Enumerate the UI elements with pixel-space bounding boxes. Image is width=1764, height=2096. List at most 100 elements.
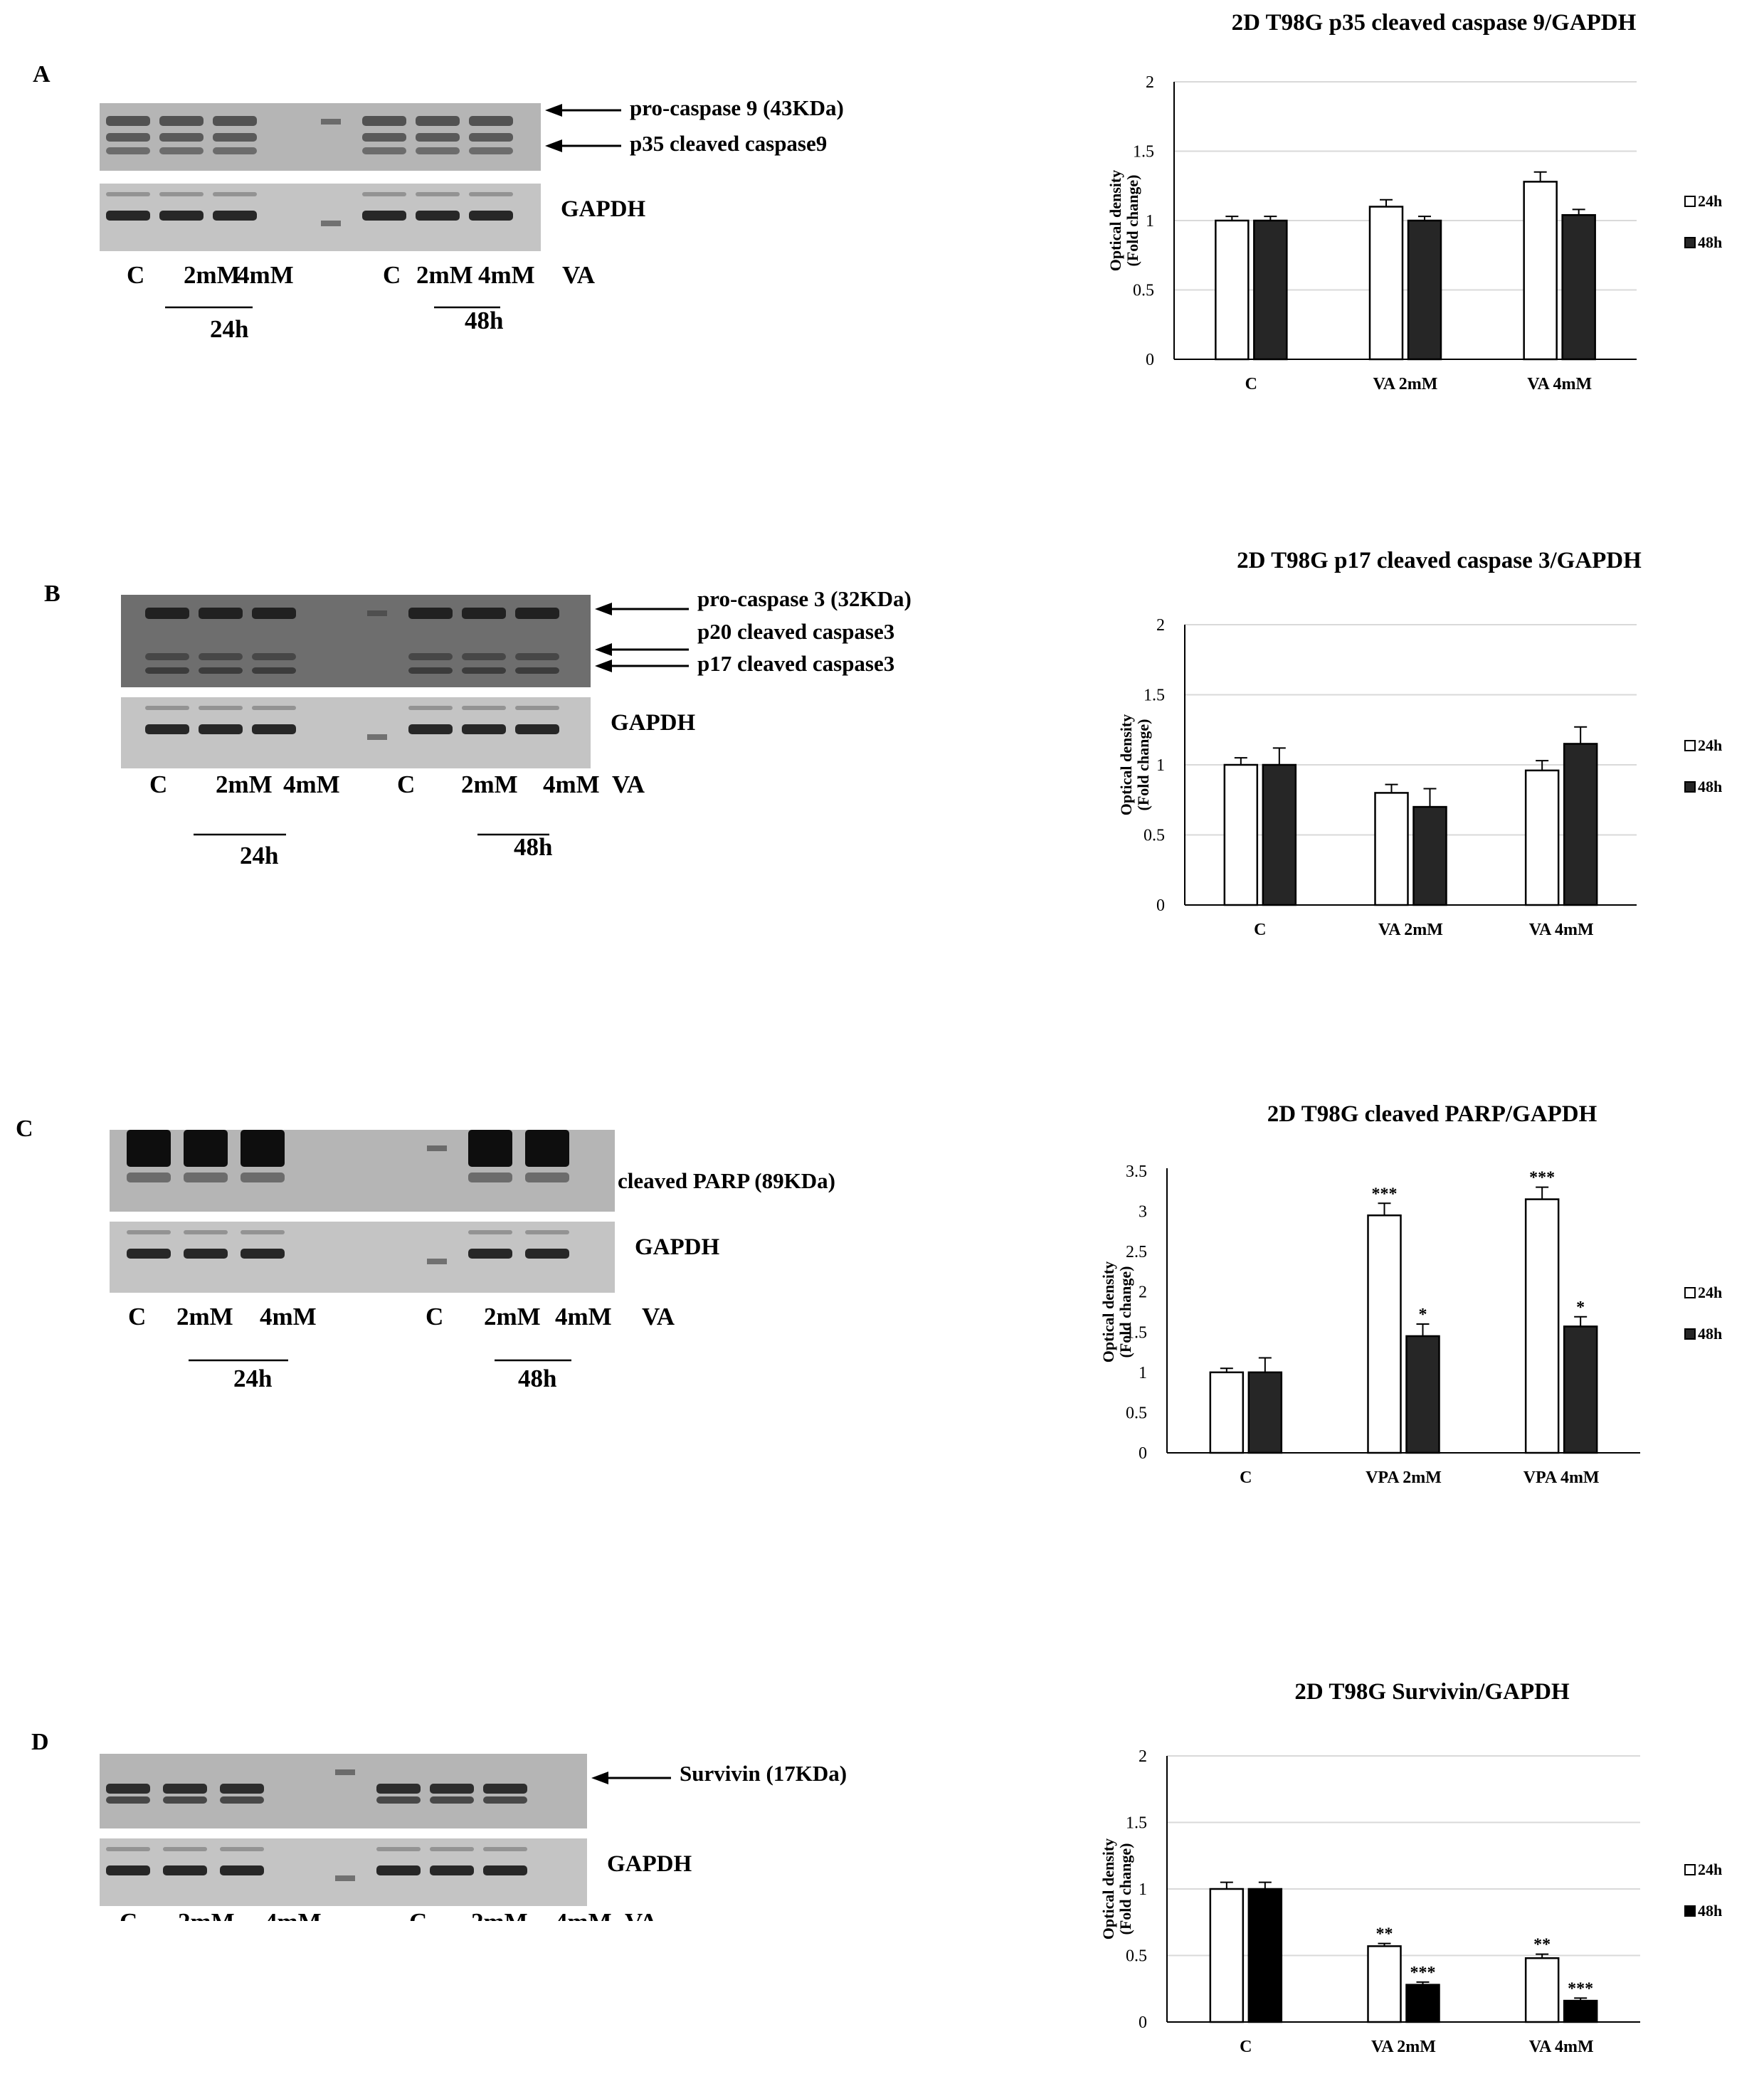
y-tick-label: 1.5 (1126, 1814, 1147, 1833)
x-tick-label: VA 2mM (1378, 921, 1443, 939)
blot-band (515, 667, 559, 674)
lane-label: C (128, 1303, 146, 1330)
chart-title: 2D T98G p17 cleaved caspase 3/GAPDH (1237, 548, 1642, 573)
y-tick-label: 1 (1156, 756, 1165, 775)
blot-band (469, 133, 513, 142)
y-tick-label: 0.5 (1133, 282, 1154, 300)
blot-band (145, 706, 189, 710)
significance-mark: ** (1533, 1936, 1551, 1954)
blot-band (408, 653, 453, 660)
blot-band (468, 1173, 512, 1182)
legend-swatch (1684, 1864, 1696, 1875)
legend-label: 48h (1698, 233, 1722, 251)
chart-title: 2D T98G p35 cleaved caspase 9/GAPDH (1232, 10, 1637, 36)
panel-letter: A (33, 61, 51, 88)
bar-chart-c: 2D T98G cleaved PARP/GAPDH 0 0.5 1 1.5 2 2.5 3 3… (1099, 1101, 1722, 1487)
blot-band (252, 653, 296, 660)
blot-band (220, 1796, 264, 1804)
blot-band (408, 608, 453, 619)
arrow-head (595, 660, 612, 672)
bar-48h-VPA-4mM (1563, 1325, 1598, 1454)
significance-mark: *** (1529, 1169, 1555, 1187)
blot-marker-band (367, 610, 387, 616)
bar-chart-b: 2D T98G p17 cleaved caspase 3/GAPDH 0 0.5 1… (1117, 548, 1722, 939)
legend-swatch (1684, 1905, 1696, 1917)
blot-marker-band (427, 1145, 447, 1151)
blot-band (127, 1249, 171, 1259)
bar-48h-C (1247, 1888, 1283, 2023)
lane-label: 2mM (184, 261, 241, 289)
panel-c: C cleaved PARP (89KDa) GAPDH C 2mM 4mM C 2mM 4m… (0, 1093, 1764, 1616)
bar-48h-VA-2mM (1407, 219, 1442, 361)
bar-48h-VA-2mM (1405, 1984, 1440, 2023)
bar-48h-VA-4mM (1561, 213, 1596, 361)
blot-band (430, 1865, 474, 1875)
blot-band (462, 724, 506, 734)
blot-band (362, 192, 406, 196)
blot-group: pro-caspase 3 (32KDa) p20 cleaved caspase… (121, 586, 912, 869)
blot-band (376, 1865, 421, 1875)
chart-title: 2D T98G Survivin/GAPDH (1294, 1679, 1570, 1705)
protein-label: pro-caspase 3 (32KDa) (697, 586, 912, 611)
blot-band (525, 1249, 569, 1259)
legend-swatch (1684, 740, 1696, 751)
y-tick-label: 0 (1139, 2013, 1147, 2032)
blot-band (106, 1865, 150, 1875)
blot-band (416, 147, 460, 154)
legend-label: 24h (1698, 1283, 1722, 1301)
bar-24h-C (1209, 1371, 1245, 1454)
blot-band (469, 211, 513, 221)
blot-band (252, 667, 296, 674)
western-blot-c: cleaved PARP (89KDa) GAPDH C 2mM 4mM C 2mM 4mM V… (100, 1093, 1025, 1449)
western-blot-a: pro-caspase 9 (43KDa) p35 cleaved caspase… (100, 0, 1025, 356)
blot-band (127, 1230, 171, 1234)
blot-band (416, 211, 460, 221)
lane-label: 4mM (283, 771, 340, 798)
blot-band (220, 1865, 264, 1875)
lane-label: C (127, 261, 144, 289)
arrow-head (595, 643, 612, 656)
significance-mark: * (1419, 1306, 1427, 1324)
western-blot-d: Survivin (17KDa)GAPDHC2mM4mMC2mM4mMVA24h… (100, 1565, 1025, 1921)
arrow-head (545, 139, 562, 152)
lane-label: 2mM (471, 1908, 528, 1921)
bar-24h-C (1215, 219, 1250, 361)
blot-group: pro-caspase 9 (43KDa) p35 cleaved caspase… (100, 95, 844, 343)
bar-24h-VPA-4mM (1524, 1198, 1560, 1454)
legend-label: 48h (1698, 778, 1722, 795)
blot-band (408, 724, 453, 734)
blot-band (241, 1249, 285, 1259)
legend-label: 24h (1698, 192, 1722, 210)
bar-48h-C (1247, 1371, 1283, 1454)
lane-label: 4mM (478, 261, 535, 289)
blot-band (525, 1173, 569, 1182)
blot-band (199, 706, 243, 710)
blot-band (252, 724, 296, 734)
arrow-head (591, 1772, 608, 1784)
bar-24h-VA-4mM (1524, 769, 1560, 906)
panel-d: D Survivin (17KDa) GAPDH C 2mM 4mM C 2mM 4mM VA 2… (0, 1565, 1764, 2089)
blot-band (145, 667, 189, 674)
y-tick-label: 1 (1139, 1364, 1147, 1382)
lane-label: 4mM (555, 1303, 612, 1330)
blot-marker-band (321, 119, 341, 125)
blot-band (376, 1796, 421, 1804)
protein-label: p17 cleaved caspase3 (697, 651, 894, 676)
treatment-label: VA (625, 1908, 658, 1921)
blot-band (159, 116, 204, 126)
blot-band (241, 1230, 285, 1234)
y-tick-label: 2 (1146, 73, 1154, 92)
x-tick-label: VA 2mM (1373, 375, 1438, 393)
lane-label: 2mM (416, 261, 473, 289)
gapdh-label: GAPDH (635, 1234, 719, 1260)
blot-band (159, 192, 204, 196)
y-tick-label: 0.5 (1126, 1947, 1147, 1966)
x-tick-label: C (1245, 375, 1257, 393)
blot-band (483, 1796, 527, 1804)
bar-24h-VA-2mM (1367, 1945, 1402, 2023)
y-axis-label: Optical density(Fold change) (1107, 170, 1141, 271)
blot-band (213, 133, 257, 142)
timepoint-label: 24h (233, 1365, 272, 1392)
blot-band (469, 147, 513, 154)
blot-band (184, 1173, 228, 1182)
